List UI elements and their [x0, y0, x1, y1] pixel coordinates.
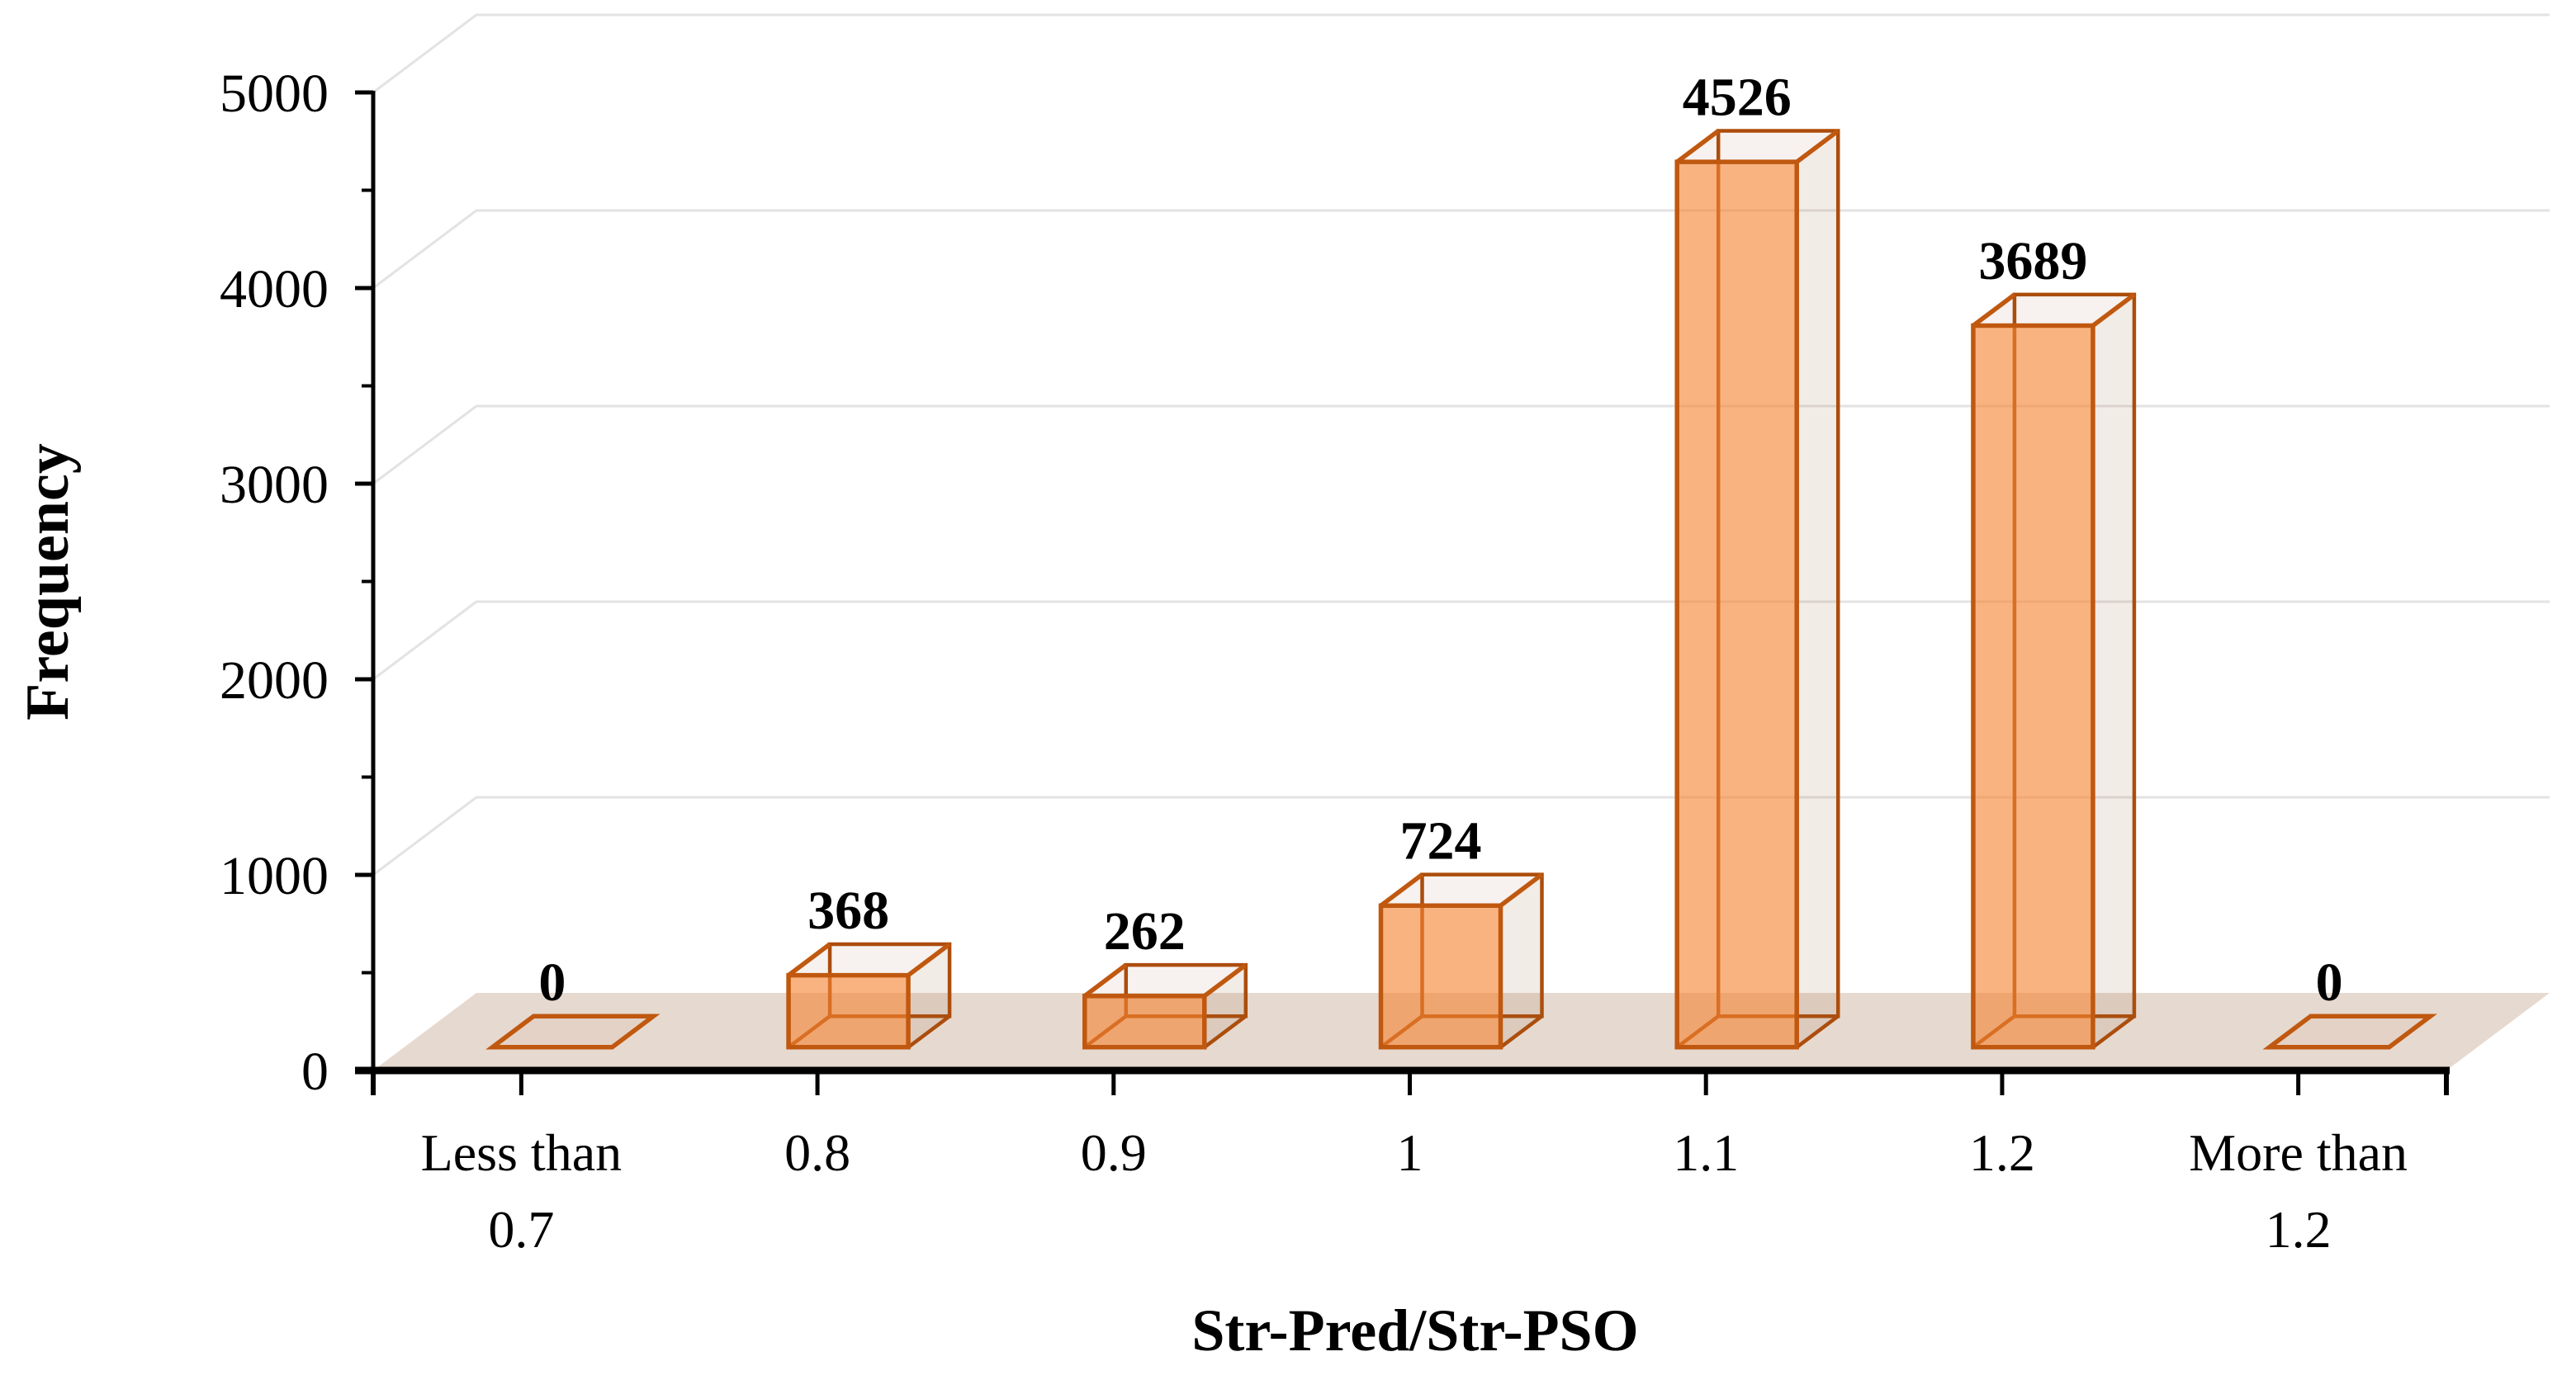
- top-left-depth-edge: [1675, 129, 1720, 164]
- top-right-depth-edge: [1203, 962, 1248, 998]
- gridline-1000: [372, 796, 2550, 877]
- bar-0: 0: [485, 952, 661, 1050]
- data-label-5: 3689: [1978, 231, 2087, 291]
- data-label-1: 368: [807, 881, 889, 941]
- x-cat-label-5-line1: 1.2: [1969, 1123, 2035, 1182]
- front-face: [1972, 325, 2093, 1047]
- x-cat-label-4-line1: 1.1: [1673, 1123, 1739, 1182]
- data-label-2: 262: [1104, 901, 1186, 962]
- top-right-depth-edge: [1499, 872, 1544, 908]
- bar-6: 0: [2262, 952, 2437, 1050]
- x-cat-label-0-line2: 0.7: [488, 1200, 554, 1259]
- y-tick-label-1000: 1000: [220, 846, 329, 906]
- zero-bar-outline: [485, 1014, 661, 1050]
- side-face: [1797, 130, 1839, 1047]
- data-label-3: 724: [1400, 811, 1482, 872]
- zero-bar-outline: [2262, 1014, 2437, 1050]
- top-right-depth-edge: [2091, 292, 2136, 328]
- x-cat-label-2-line1: 0.9: [1081, 1123, 1147, 1182]
- bar-2: 262: [1082, 901, 1248, 1050]
- front-face: [1677, 162, 1797, 1047]
- y-tick-label-2000: 2000: [220, 650, 329, 711]
- bottom-right-depth-edge: [1499, 1014, 1543, 1049]
- top-left-depth-edge: [787, 942, 831, 977]
- bar-3: 724: [1378, 811, 1544, 1050]
- gridline-5000: [372, 13, 2550, 94]
- bottom-right-depth-edge: [1795, 1014, 1840, 1049]
- top-face: [1380, 874, 1542, 906]
- bar-4: 4526: [1674, 68, 1840, 1050]
- gridline-4000: [372, 209, 2550, 290]
- data-label-0: 0: [538, 952, 566, 1013]
- top-face: [1972, 294, 2134, 326]
- bottom-right-depth-edge: [1203, 1014, 1248, 1049]
- plot-area: 0 368 262 724 4526 3689 0 0 1000 2000 3000 4000 5000…: [220, 13, 2550, 1259]
- x-axis-title: Str-Pred/Str-PSO: [1191, 1297, 1638, 1363]
- front-face: [788, 975, 909, 1047]
- x-cat-label-1-line1: 0.8: [784, 1123, 850, 1182]
- x-cat-label-0-line1: Less than: [421, 1123, 623, 1182]
- top-face: [1084, 965, 1246, 996]
- x-cat-label-6-line2: 1.2: [2266, 1200, 2332, 1259]
- y-tick-label-0: 0: [301, 1042, 329, 1102]
- top-right-depth-edge: [1795, 129, 1840, 164]
- y-tick-label-4000: 4000: [220, 259, 329, 319]
- top-left-depth-edge: [1379, 872, 1424, 908]
- front-face: [1380, 905, 1501, 1047]
- data-label-4: 4526: [1683, 68, 1792, 128]
- y-tick-label-5000: 5000: [220, 64, 329, 124]
- y-tick-label-3000: 3000: [220, 455, 329, 515]
- side-face: [1500, 874, 1542, 1047]
- gridline-2000: [372, 600, 2550, 681]
- data-label-6: 0: [2316, 952, 2343, 1013]
- side-face: [1204, 965, 1246, 1047]
- x-cat-label-6-line1: More than: [2189, 1123, 2408, 1182]
- top-face: [788, 943, 950, 976]
- bar-5: 3689: [1971, 231, 2137, 1050]
- bar-1: 368: [786, 881, 952, 1050]
- bottom-right-depth-edge: [2091, 1014, 2136, 1049]
- x-cat-label-3-line1: 1: [1397, 1123, 1423, 1182]
- bottom-right-depth-edge: [907, 1014, 951, 1049]
- y-axis-title: Frequency: [14, 443, 82, 721]
- gridline-3000: [372, 404, 2550, 485]
- top-face: [1677, 130, 1839, 163]
- front-face: [1084, 995, 1205, 1047]
- top-left-depth-edge: [1083, 962, 1128, 998]
- side-face: [2092, 294, 2134, 1047]
- top-right-depth-edge: [907, 942, 951, 977]
- top-left-depth-edge: [1972, 292, 2016, 328]
